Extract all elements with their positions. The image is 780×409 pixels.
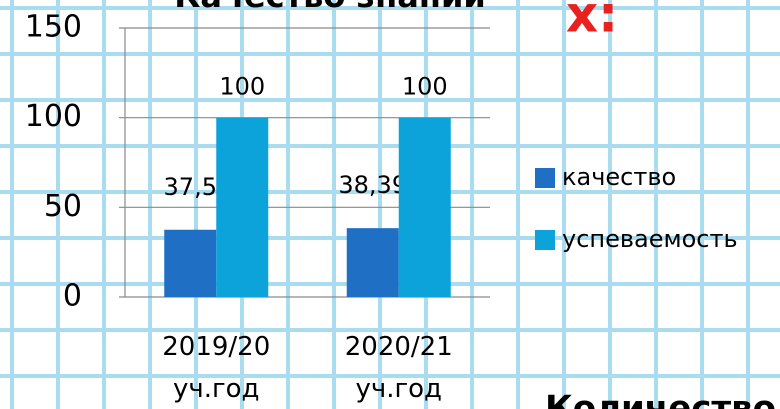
y-tick-label: 50 xyxy=(44,189,82,224)
legend-swatch xyxy=(535,168,555,188)
bar xyxy=(347,228,399,297)
bar xyxy=(216,118,268,297)
data-label: 37,5 xyxy=(164,173,217,201)
chart-title: Качество знаний xyxy=(174,0,486,15)
chart: Качество знаний х: Количество 0 50 100 150 2… xyxy=(0,0,780,409)
bar xyxy=(164,230,216,297)
data-label: 100 xyxy=(402,73,448,101)
y-tick-label: 100 xyxy=(25,99,82,134)
legend-swatch xyxy=(535,230,555,250)
legend-label: успеваемость xyxy=(562,225,738,253)
data-label: 38,39 xyxy=(338,171,407,199)
page: Качество знаний х: Количество 0 50 100 150 2… xyxy=(0,0,780,409)
bar xyxy=(399,118,451,297)
annotation: Количество xyxy=(545,389,776,409)
data-label: 100 xyxy=(219,73,265,101)
y-tick-label: 0 xyxy=(63,279,82,314)
y-tick-label: 150 xyxy=(25,10,82,45)
annotation: х: xyxy=(566,0,618,44)
legend-label: качество xyxy=(562,163,676,191)
